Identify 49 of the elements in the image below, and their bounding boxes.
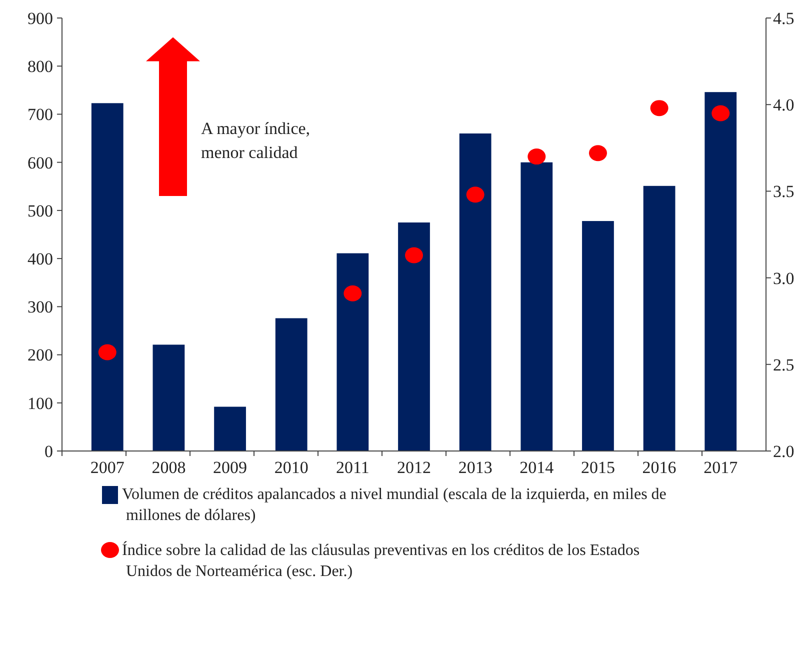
x-tick-label: 2009	[213, 458, 248, 477]
x-tick-label: 2016	[642, 458, 676, 477]
annotation: A mayor índice, menor calidad	[201, 119, 310, 162]
legend-label: Volumen de créditos apalancados a nivel mundial (escala de la izquierda, en miles de millones de dólares)	[122, 486, 666, 524]
y2-tick-label: 3.5	[773, 182, 794, 202]
point	[588, 145, 607, 162]
y-tick-label: 400	[28, 250, 53, 269]
y2-tick-label: 2.0	[773, 442, 794, 461]
point	[405, 247, 423, 264]
y-tick-label: 200	[28, 346, 53, 365]
y2-tick-label: 3.0	[773, 268, 794, 288]
x-tick-label: 2013	[458, 458, 492, 477]
y-tick-label: 500	[28, 201, 53, 220]
x-tick-label: 2008	[152, 458, 186, 477]
x-tick-label: 2017	[704, 458, 738, 477]
y-tick-label: 100	[28, 394, 53, 413]
y2-tick-label: 4.5	[773, 8, 794, 28]
point	[650, 100, 668, 116]
bar	[582, 221, 614, 451]
bar	[643, 186, 676, 451]
bar	[398, 222, 430, 451]
x-tick-label: 2007	[90, 458, 125, 477]
y-tick-label: 800	[28, 57, 53, 76]
bar	[275, 318, 308, 451]
x-tick-label: 2015	[580, 458, 615, 477]
y-tick-label: 300	[28, 298, 53, 317]
y-tick-label: 600	[28, 153, 53, 172]
bar	[459, 133, 492, 451]
point	[98, 344, 116, 360]
x-tick-label: 2012	[397, 458, 431, 477]
legend-label: Índice sobre la calidad de las cláusulas preventivas en los créditos de los Estados Unidos de Norteamérica (esc. Der.)	[122, 541, 640, 580]
bar	[704, 92, 737, 451]
bar	[336, 253, 369, 451]
bar	[152, 344, 185, 451]
bar	[520, 162, 553, 451]
x-tick-label: 2011	[336, 458, 370, 477]
y2-tick-label: 2.5	[773, 355, 794, 374]
x-tick-label: 2010	[274, 458, 308, 477]
point	[344, 285, 362, 302]
bar	[214, 406, 246, 451]
bar	[91, 103, 124, 451]
point	[466, 186, 484, 203]
y2-tick-label: 4.0	[773, 96, 794, 115]
x-tick-label: 2014	[520, 458, 554, 477]
y-tick-label: 700	[28, 105, 53, 124]
y-tick-label: 900	[28, 8, 53, 28]
point	[712, 105, 730, 122]
point	[528, 148, 546, 165]
y-tick-label: 0	[44, 442, 53, 461]
